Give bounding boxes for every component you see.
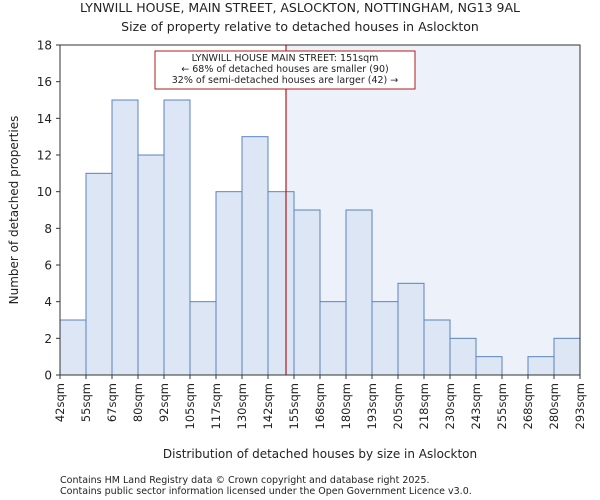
- bar-280sqm: [553, 337, 581, 376]
- bar-80sqm: [137, 154, 165, 376]
- bar-155sqm: [293, 209, 321, 376]
- plot-frame: [59, 44, 581, 376]
- x-tick-label-180sqm: 180sqm: [339, 383, 353, 429]
- x-tick-label-105sqm: 105sqm: [183, 383, 197, 429]
- x-axis: 42sqm 55sqm 67sqm 80sqm 92sqm 105sqm 117sqm 130…: [53, 375, 587, 429]
- y-tick-label-6: 6: [44, 259, 52, 273]
- x-tick-label-80sqm: 80sqm: [131, 383, 145, 422]
- x-tick-label-255sqm: 255sqm: [495, 383, 509, 429]
- x-tick-label-168sqm: 168sqm: [313, 383, 327, 429]
- bar-180sqm: [345, 209, 373, 376]
- y-tick-label-14: 14: [37, 112, 52, 126]
- chart-subtitle: Size of property relative to detached ho…: [121, 19, 479, 34]
- x-tick-label-142sqm: 142sqm: [261, 383, 275, 429]
- annotation-line-3: 32% of semi-detached houses are larger (…: [172, 75, 399, 86]
- x-tick-label-193sqm: 193sqm: [365, 383, 379, 429]
- bar-218sqm: [423, 319, 451, 376]
- x-tick-label-218sqm: 218sqm: [417, 383, 431, 429]
- bar-92sqm: [163, 99, 191, 376]
- footer-line-2: Contains public sector information licen…: [60, 486, 472, 497]
- x-tick-label-130sqm: 130sqm: [235, 383, 249, 429]
- y-tick-label-18: 18: [37, 39, 52, 53]
- x-tick-label-268sqm: 268sqm: [521, 383, 535, 429]
- bar-117sqm: [215, 191, 243, 376]
- annotation-line-1: LYNWILL HOUSE MAIN STREET: 151sqm: [192, 53, 379, 64]
- x-tick-label-117sqm: 117sqm: [209, 383, 223, 429]
- y-tick-label-12: 12: [37, 149, 52, 163]
- y-axis-label: Number of detached properties: [7, 116, 21, 305]
- bar-142sqm: [267, 191, 295, 376]
- x-tick-label-205sqm: 205sqm: [391, 383, 405, 429]
- chart-title: LYNWILL HOUSE, MAIN STREET, ASLOCKTON, N…: [80, 0, 520, 15]
- x-tick-label-243sqm: 243sqm: [469, 383, 483, 429]
- bar-168sqm: [319, 301, 347, 376]
- y-axis: 0 2 4 6 8 10 12 14 16 18: [37, 39, 60, 383]
- bar-130sqm: [241, 136, 269, 376]
- x-tick-label-293sqm: 293sqm: [573, 383, 587, 429]
- x-axis-label: Distribution of detached houses by size …: [163, 447, 477, 461]
- bar-105sqm: [189, 301, 217, 376]
- y-tick-label-16: 16: [37, 75, 52, 89]
- x-tick-label-55sqm: 55sqm: [79, 383, 93, 422]
- bar-67sqm: [111, 99, 139, 376]
- x-tick-label-280sqm: 280sqm: [547, 383, 561, 429]
- y-tick-label-2: 2: [44, 332, 52, 346]
- y-tick-label-0: 0: [44, 369, 52, 383]
- bar-55sqm: [85, 172, 113, 376]
- x-tick-label-155sqm: 155sqm: [287, 383, 301, 429]
- bar-42sqm: [59, 319, 87, 376]
- y-tick-label-10: 10: [37, 185, 52, 199]
- bar-193sqm: [371, 301, 399, 376]
- y-tick-label-8: 8: [44, 222, 52, 236]
- bar-205sqm: [397, 282, 425, 376]
- bar-268sqm: [527, 356, 555, 376]
- bar-230sqm: [449, 337, 477, 376]
- x-tick-label-42sqm: 42sqm: [53, 383, 67, 422]
- annotation-line-2: ← 68% of detached houses are smaller (90…: [181, 64, 388, 75]
- bars: [59, 99, 581, 376]
- x-tick-label-230sqm: 230sqm: [443, 383, 457, 429]
- y-tick-label-4: 4: [44, 295, 52, 309]
- x-tick-label-92sqm: 92sqm: [157, 383, 171, 422]
- bar-243sqm: [475, 356, 503, 376]
- x-tick-label-67sqm: 67sqm: [105, 383, 119, 422]
- annotation-box: LYNWILL HOUSE MAIN STREET: 151sqm ← 68% …: [154, 50, 416, 90]
- footer-line-1: Contains HM Land Registry data © Crown c…: [60, 475, 430, 486]
